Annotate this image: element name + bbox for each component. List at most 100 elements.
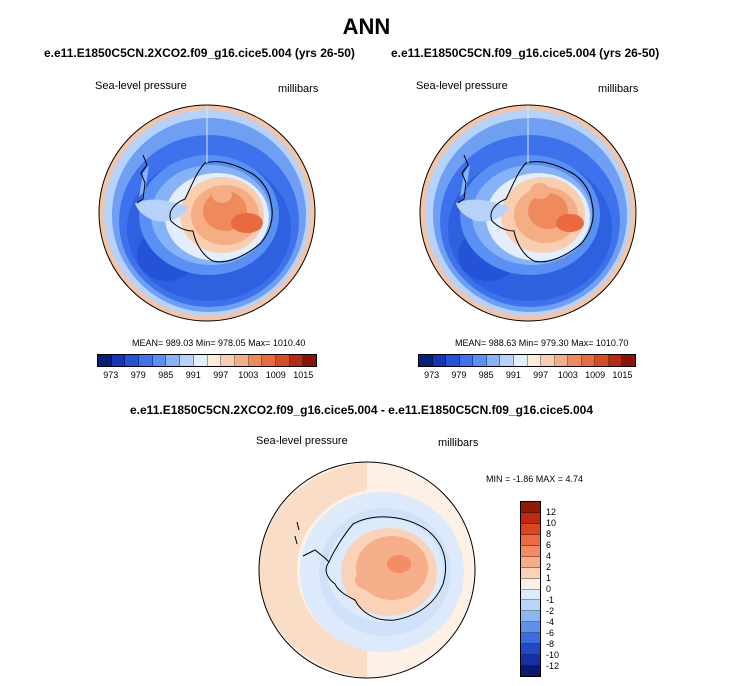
panel-2-colorbar xyxy=(418,354,636,367)
colorbar-swatch xyxy=(419,355,433,366)
colorbar-swatch xyxy=(521,556,540,568)
colorbar-tick-label: 1003 xyxy=(557,370,578,380)
colorbar-tick-label: -4 xyxy=(546,617,555,627)
colorbar-tick-label: -1 xyxy=(546,595,555,605)
colorbar-swatch xyxy=(521,655,540,667)
colorbar-swatch xyxy=(521,611,540,623)
colorbar-swatch xyxy=(521,589,540,601)
colorbar-swatch xyxy=(521,633,540,645)
colorbar-tick-label: -2 xyxy=(546,606,555,616)
colorbar-tick-label: 8 xyxy=(546,529,552,539)
colorbar-swatch xyxy=(541,355,555,366)
panel-1-stats: MEAN= 989.03 Min= 978.05 Max= 1010.40 xyxy=(132,338,306,348)
colorbar-swatch xyxy=(622,355,635,366)
colorbar-tick-label: 0 xyxy=(546,584,552,594)
colorbar-swatch xyxy=(111,355,126,366)
colorbar-swatch xyxy=(521,545,540,557)
panel-2-stats: MEAN= 988.63 Min= 979.30 Max= 1010.70 xyxy=(455,338,629,348)
colorbar-swatch xyxy=(595,355,609,366)
colorbar-swatch xyxy=(459,355,474,366)
colorbar-swatch xyxy=(275,355,290,366)
colorbar-tick-label: 991 xyxy=(185,370,201,380)
panel-2-title: e.e11.E1850C5CN.f09_g16.cice5.004 (yrs 2… xyxy=(391,46,660,60)
panel-2-variable-label: Sea-level pressure xyxy=(416,80,508,92)
colorbar-swatch xyxy=(193,355,208,366)
colorbar-swatch xyxy=(125,355,140,366)
colorbar-swatch xyxy=(289,355,304,366)
page-title: ANN xyxy=(342,14,391,39)
colorbar-tick-label: -12 xyxy=(546,661,560,671)
colorbar-swatch xyxy=(248,355,263,366)
colorbar-swatch xyxy=(98,355,112,366)
colorbar-swatch xyxy=(221,355,235,366)
colorbar-tick-label: 1015 xyxy=(612,370,633,380)
colorbar-swatch xyxy=(554,355,569,366)
colorbar-tick-label: 1015 xyxy=(293,370,314,380)
colorbar-tick-label: 979 xyxy=(451,370,467,380)
colorbar-tick-label: -6 xyxy=(546,628,555,638)
panel-2-map xyxy=(419,104,637,322)
panel-1-variable-label: Sea-level pressure xyxy=(95,80,187,92)
colorbar-swatch xyxy=(521,512,540,524)
colorbar-tick-label: 6 xyxy=(546,540,552,550)
colorbar-tick-label: -10 xyxy=(546,650,560,660)
difference-title: e.e11.E1850C5CN.2XCO2.f09_g16.cice5.004 … xyxy=(130,403,593,417)
colorbar-swatch xyxy=(608,355,623,366)
colorbar-swatch xyxy=(473,355,487,366)
colorbar-swatch xyxy=(521,644,540,656)
colorbar-tick-label: 2 xyxy=(546,562,552,572)
colorbar-swatch xyxy=(521,567,540,579)
colorbar-tick-label: 985 xyxy=(158,370,174,380)
colorbar-swatch xyxy=(262,355,276,366)
difference-map xyxy=(258,461,476,679)
colorbar-swatch xyxy=(521,622,540,634)
colorbar-swatch xyxy=(166,355,181,366)
panel-2-units-label: millibars xyxy=(598,83,639,95)
colorbar-tick-label: 997 xyxy=(533,370,549,380)
colorbar-tick-label: 973 xyxy=(424,370,440,380)
colorbar-tick-label: 973 xyxy=(103,370,119,380)
difference-units-label: millibars xyxy=(438,437,479,449)
difference-stats: MIN = -1.86 MAX = 4.74 xyxy=(486,474,584,484)
panel-1-units-label: millibars xyxy=(278,83,319,95)
colorbar-swatch xyxy=(486,355,501,366)
panel-1-colorbar xyxy=(97,354,317,367)
colorbar-tick-label: 991 xyxy=(505,370,521,380)
colorbar-swatch xyxy=(207,355,222,366)
colorbar-tick-label: 4 xyxy=(546,551,552,561)
difference-colorbar xyxy=(520,501,541,677)
colorbar-swatch xyxy=(568,355,582,366)
panel-1-title: e.e11.E1850C5CN.2XCO2.f09_g16.cice5.004 … xyxy=(44,46,355,60)
colorbar-swatch xyxy=(234,355,249,366)
colorbar-tick-label: -8 xyxy=(546,639,555,649)
colorbar-tick-label: 12 xyxy=(546,507,557,517)
colorbar-swatch xyxy=(521,502,540,513)
colorbar-tick-label: 979 xyxy=(130,370,146,380)
colorbar-swatch xyxy=(527,355,542,366)
colorbar-swatch xyxy=(521,534,540,546)
colorbar-swatch xyxy=(521,666,540,676)
colorbar-tick-label: 985 xyxy=(478,370,494,380)
colorbar-tick-label: 1009 xyxy=(585,370,606,380)
colorbar-swatch xyxy=(139,355,153,366)
colorbar-tick-label: 1003 xyxy=(238,370,259,380)
colorbar-tick-label: 1009 xyxy=(265,370,286,380)
colorbar-tick-label: 10 xyxy=(546,518,557,528)
colorbar-swatch xyxy=(521,578,540,590)
colorbar-swatch xyxy=(303,355,316,366)
colorbar-swatch xyxy=(581,355,596,366)
colorbar-swatch xyxy=(521,600,540,612)
colorbar-swatch xyxy=(500,355,514,366)
colorbar-swatch xyxy=(446,355,460,366)
colorbar-tick-label: 997 xyxy=(213,370,229,380)
difference-colorbar-ticks: 12 10 8 6 4 2 1 0 -1 -2 -4 -6 -8 -10 -12 xyxy=(546,501,576,677)
colorbar-tick-label: 1 xyxy=(546,573,552,583)
difference-variable-label: Sea-level pressure xyxy=(256,435,348,447)
colorbar-swatch xyxy=(152,355,167,366)
colorbar-swatch xyxy=(180,355,194,366)
colorbar-swatch xyxy=(432,355,447,366)
colorbar-swatch xyxy=(521,523,540,535)
colorbar-swatch xyxy=(513,355,528,366)
panel-2-colorbar-ticks: 973 979 985 991 997 1003 1009 1015 xyxy=(418,370,636,382)
panel-1-map xyxy=(98,104,316,322)
